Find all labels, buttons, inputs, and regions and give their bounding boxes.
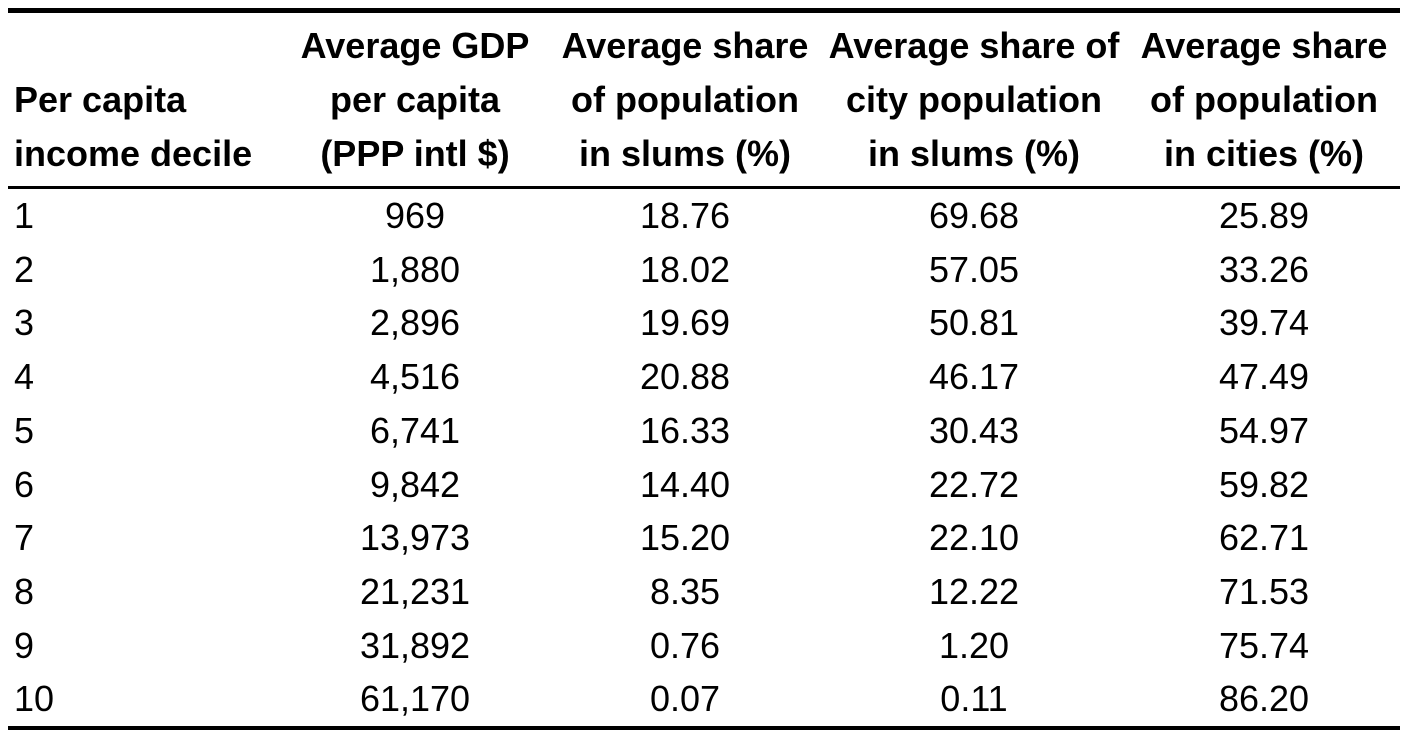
decile-cell: 3 <box>14 302 35 344</box>
value-cell: 25.89 <box>1218 195 1310 236</box>
value-cell: 14.40 <box>639 463 731 505</box>
value-cell: 75.74 <box>1218 624 1310 666</box>
value-cell: 62.71 <box>1218 517 1310 559</box>
value-cell: 4,516 <box>369 356 461 398</box>
value-cell: 20.88 <box>639 356 731 398</box>
value-cell: 13,973 <box>359 517 471 559</box>
decile-cell: 6 <box>14 463 35 505</box>
value-cell: 16.33 <box>639 409 731 451</box>
value-cell: 969 <box>384 195 446 236</box>
header-line: city population <box>846 79 1102 120</box>
value-cell: 19.69 <box>639 302 731 344</box>
value-cell: 31,892 <box>359 624 471 666</box>
value-cell: 12.22 <box>928 570 1020 612</box>
value-cell: 22.72 <box>928 463 1020 505</box>
decile-cell: 10 <box>14 678 55 720</box>
value-cell: 46.17 <box>928 356 1020 398</box>
value-cell: 2,896 <box>369 302 461 344</box>
value-cell: 61,170 <box>359 678 471 720</box>
value-cell: 33.26 <box>1218 248 1310 290</box>
header-line: per capita <box>329 79 501 120</box>
table-row: 7 13,973 15.20 22.10 62.71 <box>8 511 1400 565</box>
header-line: Per capita <box>14 79 187 120</box>
table-row: 5 6,741 16.33 30.43 54.97 <box>8 404 1400 458</box>
header-line: income decile <box>14 133 253 174</box>
header-line: Average share <box>1140 25 1388 66</box>
table-body: 1 969 18.76 69.68 25.89 2 1,880 18.02 57.05 33.26… <box>8 188 1400 729</box>
value-cell: 0.07 <box>649 678 721 720</box>
value-cell: 54.97 <box>1218 409 1310 451</box>
table-row: 6 9,842 14.40 22.72 59.82 <box>8 458 1400 512</box>
value-cell: 30.43 <box>928 409 1020 451</box>
table-row: 1 969 18.76 69.68 25.89 <box>8 188 1400 243</box>
decile-cell: 1 <box>14 195 35 236</box>
header-line: Average share <box>561 25 809 66</box>
table-row: 9 31,892 0.76 1.20 75.74 <box>8 619 1400 673</box>
income-decile-slums-table: Per capita income decile Average GDP per… <box>8 8 1400 730</box>
value-cell: 8.35 <box>649 570 721 612</box>
header-line: of population <box>571 79 799 120</box>
col-header-per-capita-income-decile: Per capita income decile <box>8 10 280 189</box>
value-cell: 18.02 <box>639 248 731 290</box>
value-cell: 86.20 <box>1218 678 1310 720</box>
value-cell: 69.68 <box>928 195 1020 236</box>
value-cell: 0.76 <box>649 624 721 666</box>
decile-cell: 2 <box>14 248 35 290</box>
value-cell: 18.76 <box>639 195 731 236</box>
table-row: 2 1,880 18.02 57.05 33.26 <box>8 243 1400 297</box>
value-cell: 0.11 <box>940 678 1008 720</box>
decile-cell: 5 <box>14 409 35 451</box>
header-line: Average GDP <box>300 25 530 66</box>
header-line: (PPP intl $) <box>320 133 510 174</box>
header-row: Per capita income decile Average GDP per… <box>8 10 1400 189</box>
value-cell: 50.81 <box>928 302 1020 344</box>
decile-cell: 4 <box>14 356 35 398</box>
value-cell: 1.20 <box>938 624 1010 666</box>
decile-cell: 8 <box>14 570 35 612</box>
header-line: of population <box>1150 79 1378 120</box>
value-cell: 47.49 <box>1218 356 1310 398</box>
value-cell: 59.82 <box>1218 463 1310 505</box>
table-header: Per capita income decile Average GDP per… <box>8 10 1400 189</box>
header-line: in cities (%) <box>1163 133 1365 174</box>
table-row: 10 61,170 0.07 0.11 86.20 <box>8 672 1400 728</box>
value-cell: 21,231 <box>359 570 471 612</box>
table-row: 8 21,231 8.35 12.22 71.53 <box>8 565 1400 619</box>
header-line: in slums (%) <box>867 133 1081 174</box>
value-cell: 57.05 <box>928 248 1020 290</box>
value-cell: 6,741 <box>369 409 461 451</box>
header-line: in slums (%) <box>578 133 792 174</box>
col-header-share-population-in-cities: Average share of population in cities (%… <box>1128 10 1400 189</box>
header-line: Average share of <box>828 25 1120 66</box>
value-cell: 71.53 <box>1218 570 1310 612</box>
decile-cell: 7 <box>14 517 35 559</box>
col-header-average-gdp-per-capita: Average GDP per capita (PPP intl $) <box>280 10 550 189</box>
value-cell: 1,880 <box>369 248 461 290</box>
value-cell: 15.20 <box>639 517 731 559</box>
table-row: 3 2,896 19.69 50.81 39.74 <box>8 296 1400 350</box>
col-header-share-population-in-slums: Average share of population in slums (%) <box>550 10 820 189</box>
decile-cell: 9 <box>14 624 35 666</box>
col-header-share-city-population-in-slums: Average share of city population in slum… <box>820 10 1128 189</box>
value-cell: 9,842 <box>369 463 461 505</box>
value-cell: 22.10 <box>928 517 1020 559</box>
value-cell: 39.74 <box>1218 302 1310 344</box>
table-row: 4 4,516 20.88 46.17 47.49 <box>8 350 1400 404</box>
